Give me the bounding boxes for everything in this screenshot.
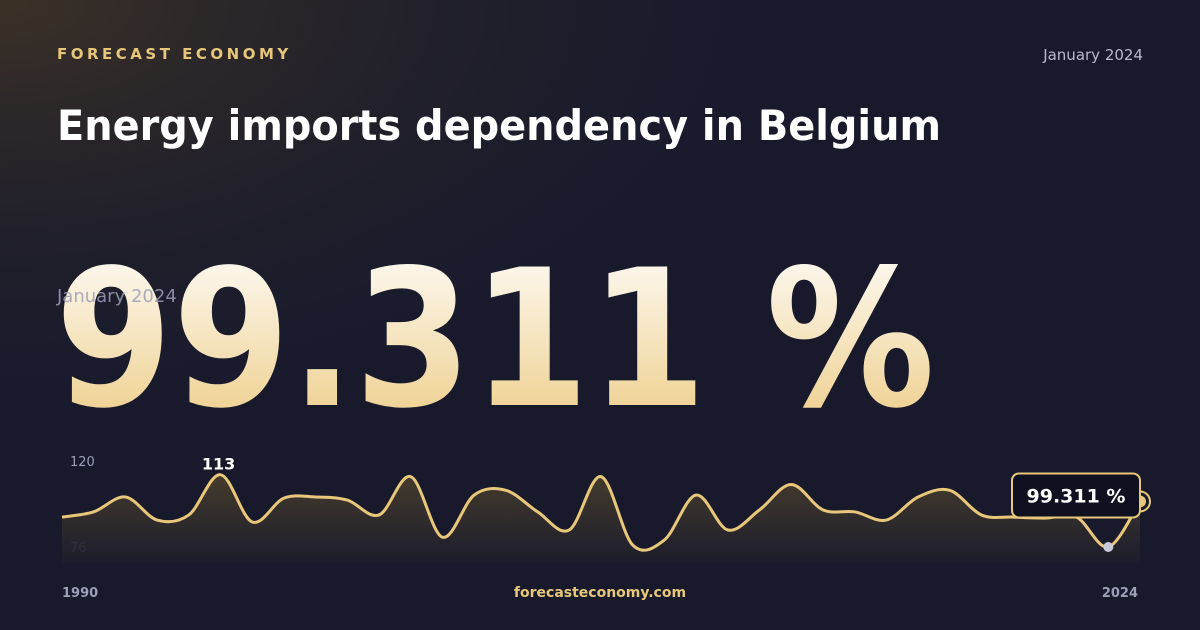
- footer: forecasteconomy.com: [514, 585, 686, 601]
- brand: FORECAST ECONOMY: [57, 45, 292, 63]
- value-label: 113: [202, 455, 235, 474]
- x-tick-label: 2024: [1102, 586, 1138, 601]
- date: January 2024: [1042, 46, 1143, 64]
- line: [61, 473, 1142, 552]
- value-label-box: [1011, 472, 1141, 519]
- chart-title: Energy imports dependency in Belgium: [57, 101, 941, 150]
- y-tick-label: 120: [70, 455, 95, 470]
- x-tick-label: 1990: [62, 586, 98, 601]
- min-point: [1103, 542, 1114, 552]
- headline-value: 99.311 %: [55, 229, 935, 450]
- area: [62, 474, 1140, 563]
- value-label: 99.311 %: [1027, 485, 1126, 507]
- headline-date: January 2024: [56, 286, 177, 307]
- plot: 761201990202411399.311 %: [61, 455, 1151, 601]
